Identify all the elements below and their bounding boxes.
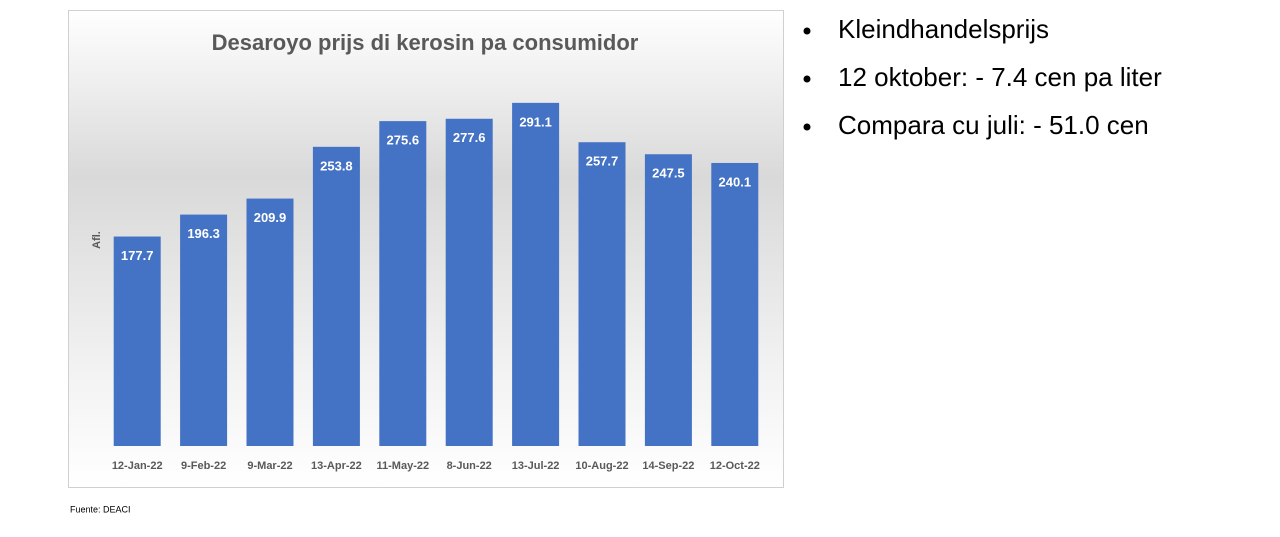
bar [445, 118, 493, 446]
bar [512, 102, 560, 446]
y-axis-label: Afl. [91, 231, 103, 249]
bar [711, 162, 759, 447]
data-label: 247.5 [652, 166, 685, 181]
bullet-text: Compara cu juli: - 51.0 cen [838, 110, 1149, 140]
data-label: 177.7 [121, 248, 154, 263]
bar [113, 236, 161, 446]
bullets: Kleindhandelsprijs 12 oktober: - 7.4 cen … [803, 14, 1162, 140]
bar [180, 214, 228, 446]
bar [644, 154, 692, 446]
bullet-dot [803, 123, 811, 131]
data-label: 209.9 [254, 210, 287, 225]
chart-title: Desaroyo prijs di kerosin pa consumidor [212, 30, 639, 55]
bar [578, 142, 626, 446]
x-tick-label: 11-May-22 [377, 460, 430, 472]
bar [312, 146, 360, 446]
data-label: 277.6 [453, 130, 486, 145]
source: Fuente: DEACI [70, 504, 131, 514]
data-label: 291.1 [519, 114, 552, 129]
x-tick-label: 14-Sep-22 [642, 460, 694, 472]
data-label: 240.1 [719, 174, 752, 189]
bullet-dot [803, 75, 811, 83]
bullet-text: Kleindhandelsprijs [838, 14, 1049, 44]
x-tick-label: 13-Jul-22 [512, 460, 560, 472]
data-label: 257.7 [586, 154, 619, 169]
bar [379, 121, 427, 446]
x-tick-label: 9-Mar-22 [247, 460, 292, 472]
x-tick-label: 12-Jan-22 [112, 460, 163, 472]
data-label: 196.3 [187, 226, 220, 241]
x-tick-label: 12-Oct-22 [710, 460, 760, 472]
data-label: 275.6 [387, 133, 420, 148]
bar [246, 198, 294, 446]
x-tick-label: 8-Jun-22 [447, 460, 492, 472]
data-label: 253.8 [320, 158, 353, 173]
bullet-dot [803, 27, 811, 35]
x-tick-label: 9-Feb-22 [181, 460, 226, 472]
bullet-text: 12 oktober: - 7.4 cen pa liter [838, 62, 1162, 92]
x-tick-label: 13-Apr-22 [311, 460, 362, 472]
x-tick-label: 10-Aug-22 [575, 460, 628, 472]
